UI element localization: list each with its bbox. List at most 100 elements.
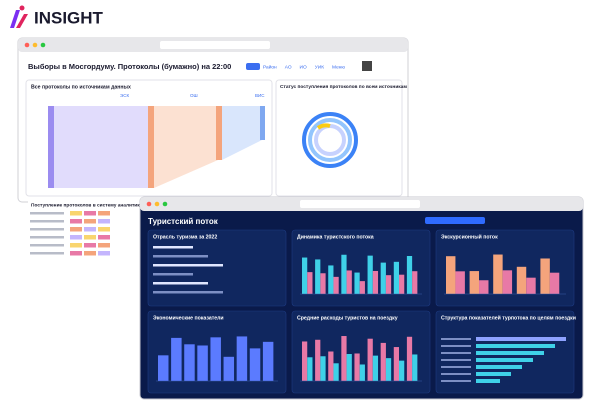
window-dot <box>154 201 160 207</box>
logo-icon <box>10 10 20 28</box>
bar <box>262 341 274 381</box>
panel <box>147 229 287 307</box>
bar <box>333 363 339 381</box>
bar <box>184 344 195 381</box>
address-bar <box>300 200 420 208</box>
hbar <box>476 344 555 348</box>
bar <box>399 360 405 381</box>
header-button[interactable] <box>425 217 485 224</box>
row-chip <box>70 219 82 224</box>
window-dot <box>32 42 38 48</box>
bar <box>223 356 235 381</box>
page-title: Туристский поток <box>148 217 219 226</box>
hbar <box>476 358 533 362</box>
bar <box>158 355 169 381</box>
panel-title-text: Статус поступления протоколов по всем ис… <box>280 84 407 90</box>
sankey-node <box>260 106 265 140</box>
row-chip <box>70 227 82 232</box>
bar <box>367 338 373 381</box>
bar <box>393 347 400 381</box>
bar <box>406 255 413 294</box>
bar <box>367 255 373 294</box>
donut-arc <box>316 123 331 130</box>
bar <box>455 271 465 294</box>
bar <box>197 345 208 381</box>
panel-title: Динамика туристского потока <box>297 234 374 240</box>
bar <box>341 254 347 294</box>
bar <box>346 354 352 381</box>
bar <box>469 271 480 294</box>
row-label <box>30 220 64 223</box>
filter-chip <box>246 63 260 70</box>
row-chip <box>84 219 96 224</box>
window-dot <box>146 201 152 207</box>
bar <box>315 259 321 294</box>
bar <box>380 262 386 294</box>
row-label <box>30 252 64 255</box>
panel-title: Поступление протоколов в систему аналити… <box>31 202 143 208</box>
panel-title: Структура показателей турпотока по целям… <box>441 314 576 321</box>
bar <box>372 355 379 381</box>
row-chip <box>84 243 96 248</box>
bar <box>393 261 400 294</box>
bar <box>526 277 536 294</box>
bar <box>210 337 221 381</box>
logo: INSIGHT <box>10 5 104 28</box>
menu-item[interactable]: ИО <box>300 64 307 70</box>
bar <box>502 270 513 294</box>
donut-ring <box>308 118 352 162</box>
hbar <box>476 372 511 376</box>
menu-item[interactable]: АО <box>285 64 292 70</box>
row-label <box>30 228 64 231</box>
bar <box>359 364 365 381</box>
row-chip <box>84 251 96 256</box>
bar <box>328 351 334 381</box>
panel-title: Отрасль туризма за 2022 <box>153 234 217 240</box>
org-logo <box>362 61 372 71</box>
bar <box>385 358 392 381</box>
hbar-label <box>441 366 471 368</box>
bar <box>412 354 418 381</box>
hbar-label <box>441 352 471 354</box>
address-bar <box>160 41 270 49</box>
menu-item[interactable]: Район <box>263 63 277 70</box>
bar <box>540 258 550 294</box>
hbar-label <box>441 345 471 347</box>
hbar <box>476 337 566 341</box>
page-title: Выборы в Мосгордуму. Протоколы (бумажно)… <box>28 62 231 71</box>
bar <box>341 336 347 381</box>
row-chip <box>98 227 110 232</box>
row-chip <box>98 219 110 224</box>
menu-item[interactable]: Меню <box>332 64 345 70</box>
status-panel <box>275 79 403 197</box>
window-dot <box>162 201 168 207</box>
hbar <box>476 365 522 369</box>
sankey-flow <box>222 106 262 160</box>
row-chip <box>98 243 110 248</box>
hbar <box>476 351 544 355</box>
row-label <box>30 244 64 247</box>
bar <box>302 257 308 294</box>
source-label: ОШ <box>190 93 198 98</box>
row-chip <box>98 211 110 216</box>
bar <box>359 281 365 294</box>
row-label <box>30 236 64 239</box>
panel-title: Статус поступления протоколов по всем ис… <box>280 84 407 90</box>
bar <box>320 273 326 294</box>
menu-item[interactable]: УИК <box>315 64 324 70</box>
hbar-label <box>441 380 471 382</box>
sankey-flow <box>54 106 150 188</box>
bar <box>354 272 360 294</box>
bar <box>406 336 413 381</box>
bar <box>320 356 326 381</box>
logo-icon <box>19 5 25 11</box>
row-chip <box>98 235 110 240</box>
hbar <box>476 379 500 383</box>
window-dot <box>24 42 30 48</box>
bar <box>412 271 418 294</box>
bar <box>307 357 313 381</box>
text-line <box>153 273 193 276</box>
logo-icon <box>16 14 28 28</box>
row-chip <box>70 211 82 216</box>
